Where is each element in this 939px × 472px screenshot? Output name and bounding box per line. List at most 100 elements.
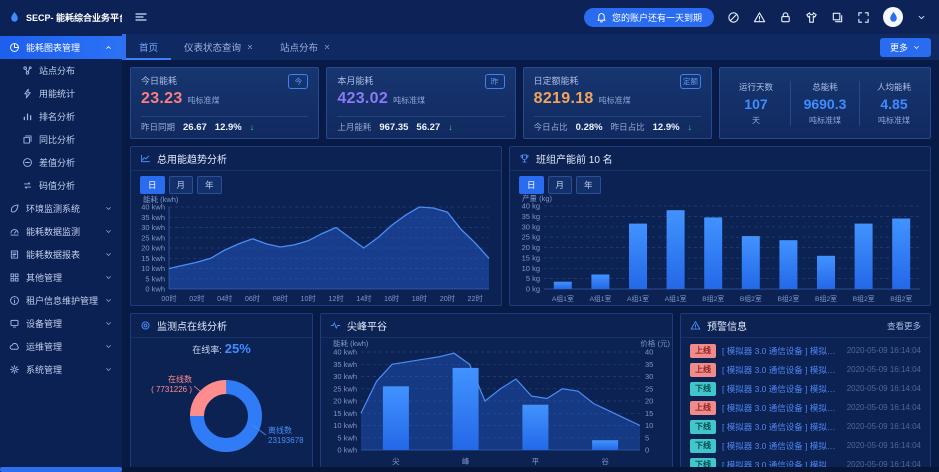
sidebar-subitem[interactable]: 同比分析 (0, 128, 122, 151)
svg-text:30 kwh: 30 kwh (141, 223, 165, 232)
stat-footer: 昨日同期 26.67 12.9% ↓ (141, 116, 309, 138)
diff-icon (22, 157, 33, 168)
down-arrow-icon: ↓ (249, 122, 255, 132)
tab[interactable]: 首页 (126, 34, 171, 60)
alert-row[interactable]: 下线[ 模拟器 3.0 通信设备 ] 模拟器 3.0...2020-05-09 … (681, 455, 930, 470)
sidebar-item[interactable]: 设备管理 (0, 312, 122, 335)
sidebar-item[interactable]: 系统管理 (0, 358, 122, 381)
status-badge: 上线 (690, 362, 716, 377)
menu-collapse-icon[interactable] (134, 10, 148, 24)
svg-text:10 kwh: 10 kwh (141, 264, 165, 273)
avatar[interactable] (883, 7, 903, 27)
more-button[interactable]: 更多 (879, 37, 931, 57)
sidebar-subitem[interactable]: 差值分析 (0, 151, 122, 174)
team-ranking-chart: 产量 (kg) 0 kg 5 kg 10 kg 15 kg 20 kg 25 kg 30 kg… (510, 194, 930, 305)
period-button[interactable]: 月 (547, 176, 573, 194)
fullscreen-icon[interactable] (857, 11, 870, 24)
svg-text:能耗 (kwh): 能耗 (kwh) (333, 338, 369, 348)
chevron-down-icon[interactable] (916, 12, 927, 23)
lock-icon[interactable] (779, 11, 792, 24)
status-badge: 下线 (690, 457, 716, 470)
close-icon[interactable] (246, 43, 254, 51)
dashboard-content: 今日能耗 今 23.23 吨标准煤 昨日同期 26.67 12.9% ↓ 本月能耗 昨 423.02… (122, 60, 939, 472)
svg-text:谷: 谷 (601, 457, 609, 466)
svg-text:0 kwh: 0 kwh (337, 446, 357, 455)
tabs: 首页 仪表状态查询 站点分布 (126, 34, 344, 60)
sidebar-item[interactable]: 其他管理 (0, 266, 122, 289)
svg-text:0 kwh: 0 kwh (145, 285, 165, 294)
alert-message: [ 模拟器 3.0 通信设备 ] 模拟器 3.0... (722, 440, 841, 451)
svg-text:15 kwh: 15 kwh (333, 409, 357, 418)
shield-slash-icon[interactable] (727, 11, 740, 24)
skin-icon[interactable] (805, 11, 818, 24)
period-button[interactable]: 年 (197, 176, 222, 194)
sidebar-subitem[interactable]: 用能统计 (0, 82, 122, 105)
alert-row[interactable]: 下线[ 模拟器 3.0 通信设备 ] 模拟器 3.0...2020-05-09 … (681, 379, 930, 398)
copy-icon[interactable] (831, 11, 844, 24)
svg-text:35: 35 (645, 360, 653, 369)
warning-icon[interactable] (753, 11, 766, 24)
svg-text:10时: 10时 (301, 294, 316, 303)
energy-trend-chart: 能耗 (kwh) 0 kwh 5 kwh 10 kwh 15 kwh 20 kwh 25 k… (131, 194, 501, 305)
app-title: SECP- 能耗综合业务平台 (26, 12, 129, 23)
period-button[interactable]: 日 (140, 176, 165, 194)
period-button[interactable]: 月 (168, 176, 194, 194)
account-expiry-notice[interactable]: 您的账户还有一天到期 (583, 7, 714, 27)
calendar-badge-icon: 昨 (484, 74, 505, 89)
sidebar-item[interactable]: 能耗数据监测 (0, 220, 122, 243)
panel-title: 班组产能前 10 名 (536, 155, 613, 166)
svg-text:18时: 18时 (412, 294, 427, 303)
chevron-down-icon (104, 273, 113, 282)
svg-text:20时: 20时 (440, 294, 455, 303)
sidebar-item[interactable]: 运维管理 (0, 335, 122, 358)
monitor-icon (9, 226, 20, 237)
alert-row[interactable]: 上线 [ 模拟器 3.0 通信设备 ] 模拟器 3.0... 2020-05-09 … (681, 360, 930, 379)
sidebar-item[interactable]: 能耗数据报表 (0, 243, 122, 266)
chevron-down-icon (104, 296, 113, 305)
tab[interactable]: 仪表状态查询 (171, 34, 267, 60)
svg-text:08时: 08时 (273, 294, 288, 303)
header-icons (727, 11, 870, 24)
ops-icon (9, 341, 20, 352)
horizontal-scrollbar[interactable] (0, 467, 939, 472)
svg-text:5 kwh: 5 kwh (337, 433, 357, 442)
topbar-right: 您的账户还有一天到期 (583, 7, 927, 27)
tabbar-accent (122, 34, 126, 60)
svg-text:40 kwh: 40 kwh (141, 203, 165, 212)
alert-row[interactable]: 上线 [ 模拟器 3.0 通信设备 ] 模拟器 3.0... 2020-05-09 … (681, 398, 930, 417)
sidebar-item[interactable]: 租户信息维护管理 (0, 289, 122, 312)
sidebar-item[interactable]: 环境监测系统 (0, 197, 122, 220)
sidebar-item[interactable]: 能耗图表管理 (0, 36, 122, 59)
sidebar-subitem[interactable]: 站点分布 (0, 59, 122, 82)
chevron-down-icon (104, 250, 113, 259)
sidebar-subitem[interactable]: 排名分析 (0, 105, 122, 128)
period-button[interactable]: 年 (576, 176, 601, 194)
svg-text:峰: 峰 (462, 456, 470, 466)
period-buttons: 日月年 (510, 171, 930, 194)
sidebar-subitem[interactable]: 码值分析 (0, 174, 122, 197)
online-donut-chart: 在线数( 7731226 ) 离线数 23193678 (131, 356, 312, 470)
close-icon[interactable] (323, 43, 331, 51)
view-more-link[interactable]: 查看更多 (886, 320, 921, 331)
svg-text:5: 5 (645, 433, 649, 442)
tab[interactable]: 站点分布 (267, 34, 344, 60)
charts-row: 总用能趋势分析 日月年 能耗 (kwh) 0 kwh 5 kwh 10 kwh 15 k… (130, 146, 931, 306)
alert-row[interactable]: 上线 [ 模拟器 3.0 通信设备 ] 模拟器 3.0... 2020-05-09 … (681, 341, 930, 360)
svg-text:A组1室: A组1室 (589, 294, 611, 303)
panel-alerts: 预警信息 查看更多 上线 [ 模拟器 3.0 通信设备 ] 模拟器 3.0... 2… (680, 313, 931, 471)
energy-icon (22, 88, 33, 99)
alert-row[interactable]: 下线[ 模拟器 3.0 通信设备 ] 模拟器 3.0...2020-05-09 … (681, 436, 930, 455)
summary-metric: 总能耗 9690.3 吨标准煤 (789, 80, 859, 126)
period-button[interactable]: 日 (519, 176, 544, 194)
svg-text:A组1室: A组1室 (552, 294, 574, 303)
alert-row[interactable]: 下线[ 模拟器 3.0 通信设备 ] 模拟器 3.0...2020-05-09 … (681, 417, 930, 436)
svg-text:10: 10 (645, 421, 653, 430)
svg-text:B组2室: B组2室 (890, 294, 912, 303)
stat-footer: 今日占比 0.28% 昨日占比 12.9% ↓ (533, 116, 701, 138)
sidebar-item-label: 用能统计 (39, 89, 76, 99)
svg-text:离线数: 离线数 (268, 425, 292, 435)
scrollbar-thumb[interactable] (0, 467, 122, 472)
tab-label: 仪表状态查询 (184, 43, 242, 54)
chevron-down-icon (104, 204, 113, 213)
